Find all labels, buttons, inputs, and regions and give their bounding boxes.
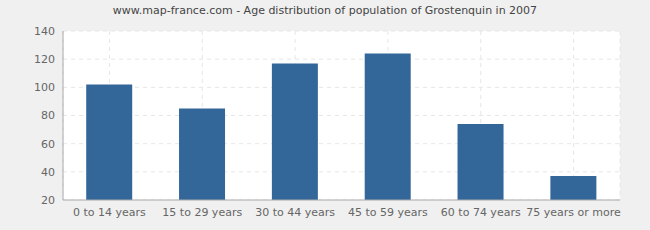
svg-text:60: 60 — [41, 138, 55, 151]
svg-text:15 to 29 years: 15 to 29 years — [162, 206, 242, 219]
svg-text:75 years or more: 75 years or more — [526, 206, 621, 219]
html-text:www.map-france.com - Age distr: www.map-france.com - Age distribution of… — [112, 4, 538, 17]
svg-text:0 to 14 years: 0 to 14 years — [73, 206, 146, 219]
svg-text:30 to 44 years: 30 to 44 years — [255, 206, 335, 219]
svg-text:80: 80 — [41, 109, 55, 122]
svg-text:120: 120 — [34, 53, 55, 66]
svg-text:45 to 59 years: 45 to 59 years — [348, 206, 428, 219]
svg-text:40: 40 — [41, 166, 55, 179]
svg-text:100: 100 — [34, 81, 55, 94]
svg-text:60 to 74 years: 60 to 74 years — [441, 206, 521, 219]
svg-text:20: 20 — [41, 194, 55, 207]
svg-text:140: 140 — [34, 25, 55, 38]
